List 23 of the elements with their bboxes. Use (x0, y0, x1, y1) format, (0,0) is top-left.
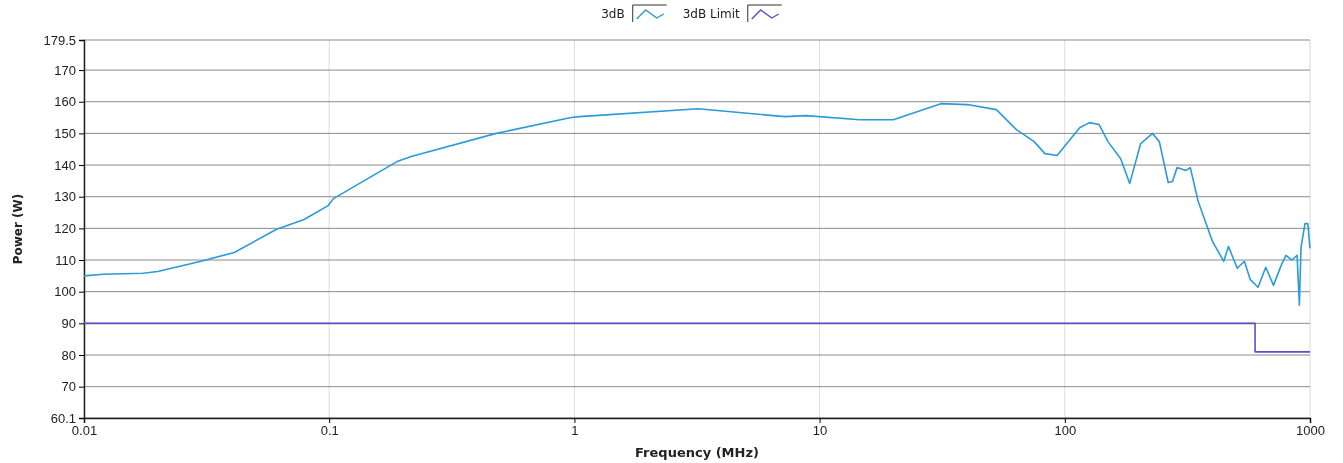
y-tick-label: 150 (54, 126, 76, 142)
y-tick-label: 90 (61, 316, 76, 331)
y-tick-label: 120 (54, 221, 76, 237)
legend-label: 3dB Limit (682, 7, 741, 22)
x-tick-label: 1000 (1296, 423, 1325, 439)
y-tick-label: 179.5 (43, 32, 76, 48)
y-tick-label: 70 (61, 379, 76, 395)
y-tick-label: 100 (54, 284, 76, 300)
legend-label: 3dB (601, 7, 625, 22)
x-tick-label: 0.01 (71, 423, 98, 439)
x-tick-label: 0.1 (320, 423, 339, 439)
y-tick-label: 160 (54, 94, 76, 110)
x-tick-label: 10 (812, 423, 828, 439)
y-tick-label: 140 (54, 157, 76, 173)
y-tick-label: 60.1 (50, 410, 76, 426)
x-tick-label: 1 (571, 423, 579, 439)
x-axis-title: Frequency (MHz) (635, 445, 759, 460)
y-tick-label: 80 (61, 347, 76, 363)
y-tick-label: 170 (54, 62, 76, 78)
y-axis-title: Power (W) (11, 193, 25, 265)
x-tick-label: 100 (1054, 423, 1077, 439)
y-tick-label: 110 (55, 252, 76, 268)
y-tick-label: 130 (54, 189, 76, 205)
